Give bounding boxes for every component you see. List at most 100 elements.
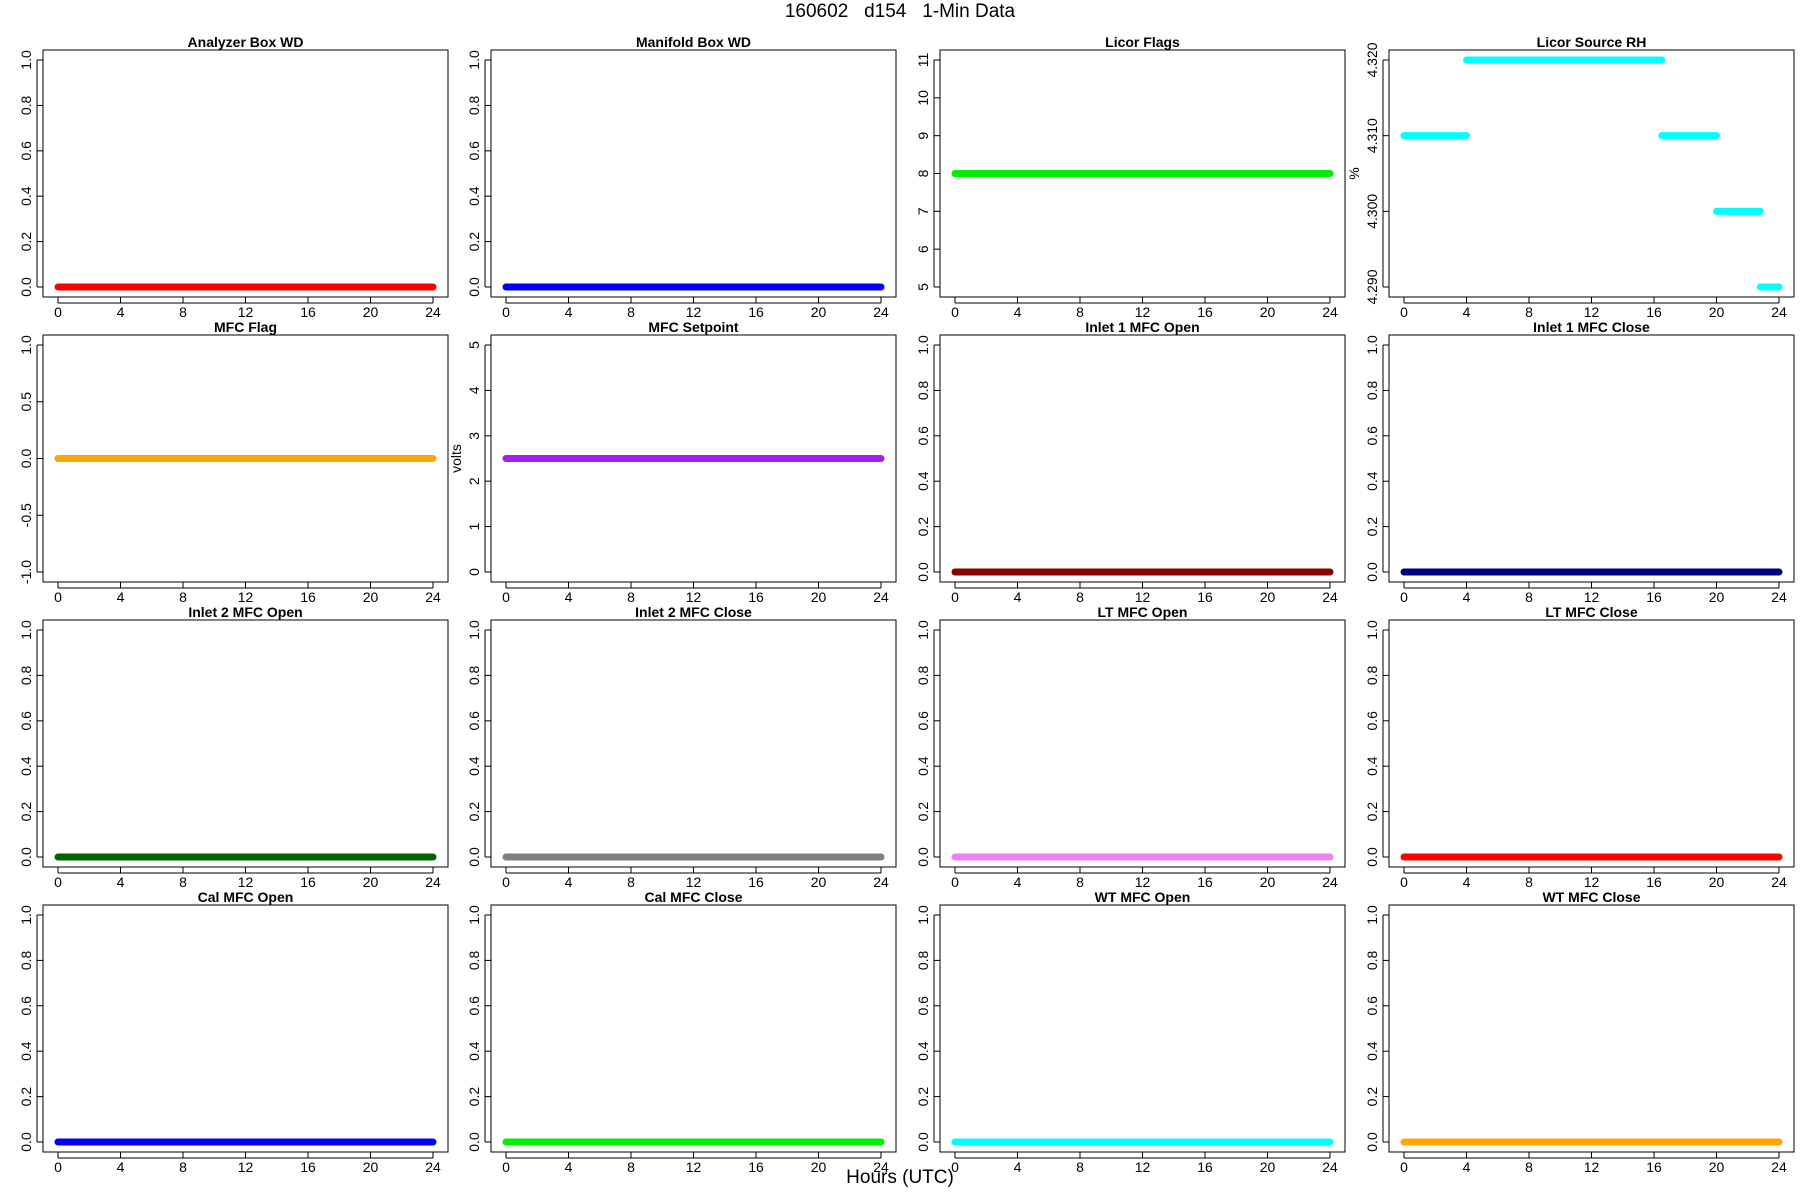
x-tick-label: 8 xyxy=(179,589,187,605)
y-tick-label: 0.0 xyxy=(915,847,931,867)
chart-panel-11: LT MFC Open 0 4 8 12 16 20 24 0.0 0.2 0.4 0.6 0.8 1.0 xyxy=(915,604,1346,890)
y-tick-label: 1.0 xyxy=(915,905,931,925)
plot-frame xyxy=(42,619,449,868)
x-tick-label: 8 xyxy=(179,1159,187,1175)
y-tick-label: 1.0 xyxy=(466,620,482,640)
y-tick-label: 1.0 xyxy=(915,620,931,640)
x-tick-label: 8 xyxy=(1076,589,1084,605)
x-tick-label: 16 xyxy=(1197,1159,1213,1175)
y-tick-label: 4.320 xyxy=(1364,42,1380,77)
x-tick-label: 12 xyxy=(1584,589,1600,605)
plot-frame xyxy=(42,904,449,1153)
plot-frame xyxy=(490,904,897,1153)
x-tick-label: 16 xyxy=(300,304,316,320)
y-tick-label: 0.8 xyxy=(466,665,482,685)
x-tick-label: 0 xyxy=(1400,589,1408,605)
x-tick-label: 8 xyxy=(179,304,187,320)
x-tick-label: 8 xyxy=(1076,304,1084,320)
chart-title: Licor Source RH xyxy=(1537,34,1647,50)
x-tick-label: 16 xyxy=(748,874,764,890)
x-tick-label: 8 xyxy=(1076,1159,1084,1175)
y-tick-label: 1.0 xyxy=(1364,905,1380,925)
x-tick-label: 24 xyxy=(425,1159,441,1175)
y-tick-label: 0.2 xyxy=(915,1087,931,1107)
x-tick-label: 12 xyxy=(1584,304,1600,320)
x-tick-label: 8 xyxy=(1525,589,1533,605)
y-tick-label: 1.0 xyxy=(466,50,482,70)
chart-title: Manifold Box WD xyxy=(636,34,751,50)
x-tick-label: 24 xyxy=(1322,874,1338,890)
y-tick-label: 0.0 xyxy=(1364,1132,1380,1152)
x-tick-label: 16 xyxy=(300,589,316,605)
y-tick-label: 0.2 xyxy=(466,802,482,822)
y-tick-label: 0.8 xyxy=(915,380,931,400)
x-tick-label: 12 xyxy=(1584,874,1600,890)
y-tick-label: 0.4 xyxy=(18,186,34,206)
plot-frame xyxy=(42,49,449,298)
y-tick-label: 0.6 xyxy=(18,996,34,1016)
x-tick-label: 16 xyxy=(748,589,764,605)
x-tick-label: 0 xyxy=(54,589,62,605)
y-tick-label: 0.0 xyxy=(915,1132,931,1152)
y-tick-label: 0.4 xyxy=(1364,1041,1380,1061)
chart-title: WT MFC Close xyxy=(1543,889,1641,905)
x-tick-label: 8 xyxy=(627,1159,635,1175)
y-tick-label: 0.6 xyxy=(915,426,931,446)
y-tick-label: 0.2 xyxy=(915,517,931,537)
y-tick-label: 0.6 xyxy=(1364,711,1380,731)
y-tick-label: 3 xyxy=(466,432,482,440)
y-tick-label: 0.6 xyxy=(466,711,482,731)
chart-panel-3: Licor Flags 0 4 8 12 16 20 24 5 6 7 8 9 10 11 xyxy=(915,34,1346,320)
y-tick-label: 0.4 xyxy=(1364,471,1380,491)
y-tick-label: 0.2 xyxy=(18,232,34,252)
y-tick-label: 1.0 xyxy=(18,50,34,70)
y-tick-label: 0.0 xyxy=(466,277,482,297)
x-tick-label: 24 xyxy=(1771,874,1787,890)
chart-title: MFC Setpoint xyxy=(648,319,739,335)
x-tick-label: 4 xyxy=(1014,1159,1022,1175)
x-tick-label: 20 xyxy=(1709,589,1725,605)
y-tick-label: 0.8 xyxy=(1364,950,1380,970)
x-tick-label: 8 xyxy=(1076,874,1084,890)
y-tick-label: 0.6 xyxy=(1364,426,1380,446)
x-tick-label: 16 xyxy=(300,1159,316,1175)
x-tick-label: 24 xyxy=(1322,304,1338,320)
x-tick-label: 0 xyxy=(951,304,959,320)
y-tick-label: 0.2 xyxy=(915,802,931,822)
y-tick-label: 0.4 xyxy=(466,186,482,206)
x-tick-label: 24 xyxy=(873,589,889,605)
y-tick-label: 1.0 xyxy=(466,905,482,925)
plot-frame xyxy=(1388,619,1795,868)
x-tick-label: 0 xyxy=(502,304,510,320)
y-tick-label: 0.2 xyxy=(18,1087,34,1107)
y-tick-label: 0.0 xyxy=(18,847,34,867)
chart-panel-15: WT MFC Open 0 4 8 12 16 20 24 0.0 0.2 0.4 0.6 0.8 1.0 xyxy=(915,889,1346,1175)
chart-panel-13: Cal MFC Open 0 4 8 12 16 20 24 0.0 0.2 0.4 0.6 0.8 1.… xyxy=(18,889,449,1175)
x-tick-label: 0 xyxy=(54,874,62,890)
x-tick-label: 12 xyxy=(238,304,254,320)
y-tick-label: 0.4 xyxy=(915,471,931,491)
chart-panel-7: Inlet 1 MFC Open 0 4 8 12 16 20 24 0.0 0.2 0.4 0.6 0… xyxy=(915,319,1346,605)
x-tick-label: 4 xyxy=(117,874,125,890)
x-tick-label: 0 xyxy=(1400,1159,1408,1175)
chart-title: Inlet 2 MFC Open xyxy=(188,604,302,620)
y-tick-label: 1.0 xyxy=(18,905,34,925)
x-tick-label: 24 xyxy=(1322,589,1338,605)
y-tick-label: 0.4 xyxy=(18,756,34,776)
x-tick-label: 20 xyxy=(363,874,379,890)
x-tick-label: 16 xyxy=(1646,874,1662,890)
x-tick-label: 24 xyxy=(1322,1159,1338,1175)
chart-title: LT MFC Close xyxy=(1545,604,1638,620)
y-tick-label: 0.8 xyxy=(18,950,34,970)
x-tick-label: 4 xyxy=(565,589,573,605)
y-tick-label: 1.0 xyxy=(1364,620,1380,640)
x-tick-label: 12 xyxy=(686,1159,702,1175)
y-tick-label: 0.0 xyxy=(915,562,931,582)
x-tick-label: 4 xyxy=(117,589,125,605)
y-tick-label: 2 xyxy=(466,477,482,485)
x-tick-label: 20 xyxy=(1709,304,1725,320)
x-tick-label: 20 xyxy=(811,874,827,890)
x-tick-label: 0 xyxy=(502,1159,510,1175)
x-tick-label: 24 xyxy=(873,1159,889,1175)
